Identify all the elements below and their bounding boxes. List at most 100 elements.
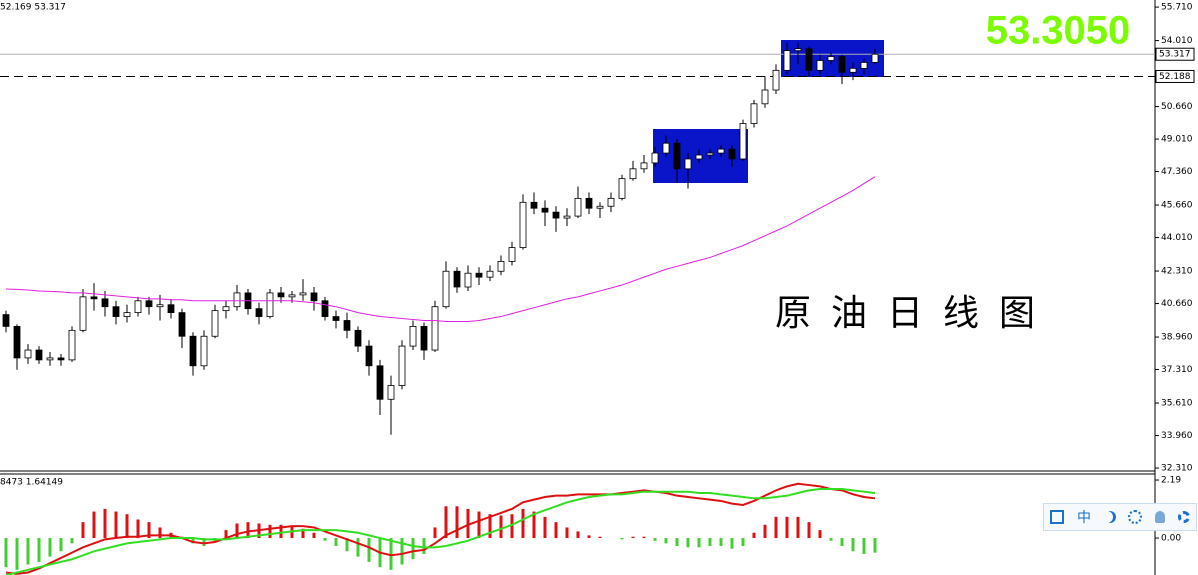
histogram-bar	[620, 538, 624, 540]
histogram-bar	[191, 538, 195, 544]
y-tick-label: 54.010	[1161, 36, 1193, 46]
histogram-bar	[158, 527, 162, 539]
candle-body	[607, 197, 615, 207]
legend-text: 52.169 53.317	[0, 3, 66, 13]
histogram-bar	[334, 538, 338, 546]
candle-body	[233, 292, 241, 308]
histogram-bar	[554, 522, 558, 539]
histogram-bar	[532, 511, 536, 539]
candle-body	[761, 89, 769, 105]
histogram-bar	[521, 508, 525, 539]
price-label-box	[1155, 47, 1195, 61]
candle-body	[640, 162, 648, 170]
candle-body	[310, 292, 318, 302]
y-tick-label: 49.010	[1161, 135, 1193, 145]
histogram-bar	[818, 530, 822, 539]
candle-body	[486, 270, 494, 278]
candle-body	[178, 312, 186, 337]
histogram-bar	[708, 538, 712, 546]
moving-average	[5, 176, 876, 322]
histogram-bar	[686, 538, 690, 548]
candle-body	[211, 310, 219, 337]
candle-body	[189, 335, 197, 367]
icon[interactable]	[1177, 511, 1190, 523]
candle-body	[684, 158, 692, 170]
y-tick-label: 42.310	[1161, 267, 1193, 277]
histogram-bar	[389, 538, 393, 570]
y-tick-label: 37.310	[1161, 365, 1193, 375]
candle-body	[508, 247, 516, 262]
price-label: 53.317	[1159, 50, 1191, 60]
candle-body	[618, 178, 626, 199]
y-tick-label: 44.010	[1161, 233, 1193, 243]
candle-body	[827, 56, 835, 61]
histogram-bar	[587, 535, 591, 539]
histogram-bar	[543, 516, 547, 539]
histogram-bar	[367, 538, 371, 562]
histogram-bar	[422, 538, 426, 554]
candle-body	[387, 385, 395, 400]
histogram-bar	[70, 538, 74, 544]
candle-body	[57, 357, 65, 361]
candle-body	[739, 123, 747, 160]
candle-body	[332, 316, 340, 321]
y-tick-label: 35.610	[1161, 399, 1193, 409]
candle-body	[794, 48, 802, 52]
candle-body	[431, 306, 439, 351]
histogram-bar	[785, 516, 789, 539]
candle-body	[596, 205, 604, 209]
histogram-bar	[851, 538, 855, 552]
y-tick-label: 55.710	[1161, 3, 1193, 13]
price-label: 52.188	[1159, 72, 1191, 82]
histogram-bar	[81, 522, 85, 539]
histogram-bar	[455, 506, 459, 539]
histogram-bar	[576, 531, 580, 539]
histogram-bar	[59, 538, 63, 552]
big-price: 53.3050	[986, 9, 1131, 53]
candle-body	[354, 329, 362, 347]
icon[interactable]	[1154, 511, 1165, 523]
y-tick-label: 0.00	[1161, 534, 1181, 544]
candle-body	[673, 142, 681, 170]
histogram-bar	[114, 511, 118, 539]
candle-body	[849, 67, 857, 73]
histogram-bar	[246, 522, 250, 539]
histogram-bar	[763, 524, 767, 539]
histogram-bar	[631, 536, 635, 539]
y-tick-label: 2.19	[1161, 476, 1181, 486]
y-tick-label: 47.360	[1161, 167, 1193, 177]
histogram-bar	[741, 538, 745, 546]
y-tick-label: 32.310	[1161, 464, 1193, 474]
candle-body	[871, 53, 879, 63]
y-tick-label: 38.960	[1161, 333, 1193, 343]
histogram-bar	[400, 538, 404, 565]
icon[interactable]	[1050, 510, 1065, 524]
candle-body	[772, 69, 780, 91]
histogram-bar	[488, 514, 492, 539]
icon[interactable]	[1128, 510, 1143, 524]
histogram-bar	[752, 532, 756, 539]
candle-body	[475, 272, 483, 278]
candle-body	[409, 325, 417, 347]
y-tick-label: 50.660	[1161, 102, 1193, 112]
candle-body	[662, 142, 670, 154]
candle-body	[112, 306, 120, 317]
candle-body	[68, 329, 76, 361]
histogram-bar	[433, 527, 437, 539]
histogram-bar	[499, 515, 503, 539]
candle-body	[266, 292, 274, 317]
histogram-bar	[356, 538, 360, 557]
histogram-bar	[664, 538, 668, 544]
candle-body	[343, 320, 351, 331]
legend-text: 8473 1.64149	[0, 478, 63, 488]
icon[interactable]	[1104, 511, 1116, 523]
histogram-bar	[224, 530, 228, 539]
candle-body	[442, 270, 450, 308]
histogram-bar	[675, 538, 679, 546]
candle-body	[145, 300, 153, 308]
candle-body	[13, 325, 21, 359]
histogram-bar	[4, 538, 8, 568]
language-button[interactable]: 中	[1076, 510, 1091, 526]
